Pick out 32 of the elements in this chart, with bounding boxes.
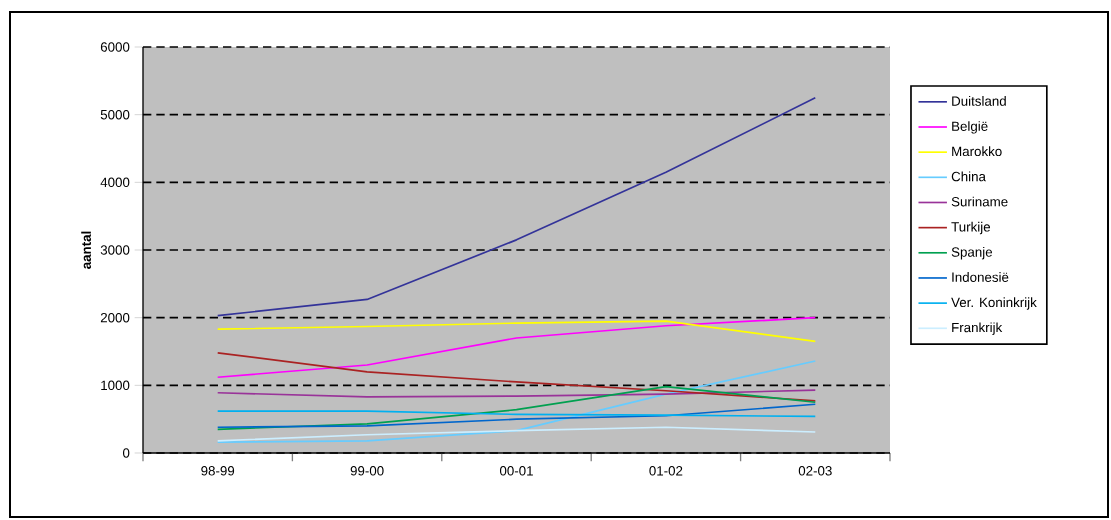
legend-label: Duitsland — [952, 96, 1006, 106]
line-series — [216, 403, 817, 429]
y-tick-label: 5000 — [100, 109, 130, 120]
y-tick-label: 0 — [123, 448, 130, 458]
x-tick-label: 02-03 — [798, 466, 832, 476]
legend-label: Suriname — [951, 196, 1008, 207]
y-tick-label: 2000 — [100, 312, 130, 323]
x-tick-label: 01-02 — [649, 466, 683, 476]
x-tick-label: 98-99 — [201, 466, 235, 476]
legend-label: België — [952, 121, 988, 134]
legend-label: Frankrijk — [952, 322, 1003, 335]
line-series — [216, 389, 817, 398]
line-series — [216, 426, 817, 442]
line-series — [216, 320, 817, 343]
x-tick-label: 99-00 — [350, 466, 384, 476]
line-series — [216, 96, 817, 317]
legend-label: China — [951, 171, 986, 182]
legend-label: Marokko — [952, 146, 1002, 157]
y-tick-label: 6000 — [100, 42, 130, 52]
y-tick-label: 1000 — [101, 380, 130, 391]
x-tick-label: 00-01 — [499, 466, 533, 476]
legend-label: Ver. Koninkrijk — [951, 297, 1037, 310]
y-tick-label: 3000 — [100, 245, 130, 255]
line-series — [216, 385, 817, 431]
line-series — [216, 316, 817, 379]
line-series — [216, 352, 817, 402]
line-series — [216, 360, 817, 444]
y-axis-title: aantal — [81, 231, 92, 269]
legend-label: Indonesië — [952, 272, 1009, 282]
legend-label: Turkije — [951, 221, 991, 235]
legend-label: Spanje — [951, 246, 993, 260]
y-tick-label: 4000 — [100, 177, 130, 188]
